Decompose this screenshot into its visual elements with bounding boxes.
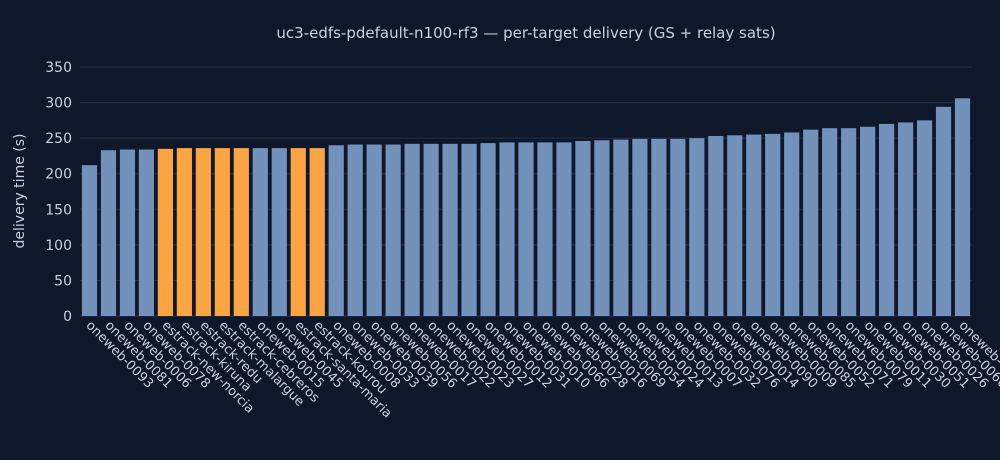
y-tick-label: 250 <box>45 131 72 147</box>
bar <box>119 149 136 316</box>
bar <box>518 142 534 316</box>
bar <box>423 143 439 316</box>
y-tick-label: 150 <box>45 202 72 218</box>
bar <box>860 126 876 316</box>
bar <box>897 122 914 317</box>
bar <box>746 134 762 316</box>
y-tick-label: 350 <box>45 60 72 76</box>
y-tick-label: 200 <box>45 167 72 183</box>
bar <box>575 140 591 316</box>
bar <box>689 138 705 316</box>
y-tick-label: 50 <box>54 273 72 289</box>
bar <box>252 148 268 316</box>
bar <box>290 148 306 316</box>
bar <box>138 149 155 316</box>
y-tick-label: 300 <box>45 96 72 112</box>
bar <box>613 139 629 316</box>
bar <box>651 138 667 316</box>
y-tick-label: 0 <box>63 309 72 325</box>
bar <box>366 144 382 316</box>
bar <box>480 143 496 316</box>
chart-title: uc3-edfs-pdefault-n100-rf3 — per-target … <box>276 24 775 42</box>
y-tick-label: 100 <box>45 238 72 254</box>
bar <box>935 106 952 316</box>
bar <box>879 123 895 317</box>
bar <box>214 148 230 316</box>
bar <box>727 135 743 316</box>
bar <box>822 128 838 316</box>
bar <box>784 132 800 316</box>
bar <box>195 148 211 316</box>
bar <box>594 140 610 316</box>
bar <box>404 143 420 316</box>
bar <box>765 133 781 316</box>
bar <box>328 145 344 316</box>
bar <box>954 98 971 316</box>
bar <box>271 148 287 316</box>
bar <box>347 144 363 316</box>
bar <box>841 128 857 316</box>
bar <box>442 143 458 316</box>
bar <box>556 142 572 316</box>
bar <box>461 143 477 316</box>
bar <box>385 144 401 316</box>
bar <box>176 148 192 316</box>
bar <box>632 138 648 316</box>
bar <box>309 148 325 316</box>
bar <box>81 165 98 316</box>
bar <box>916 120 933 316</box>
bar <box>499 142 515 316</box>
bar <box>157 148 173 316</box>
bar <box>537 142 553 316</box>
bar <box>233 148 249 316</box>
y-axis-label: delivery time (s) <box>12 134 28 249</box>
bar <box>670 138 686 316</box>
bar <box>100 150 117 316</box>
bar <box>708 136 724 316</box>
bar <box>803 129 819 316</box>
